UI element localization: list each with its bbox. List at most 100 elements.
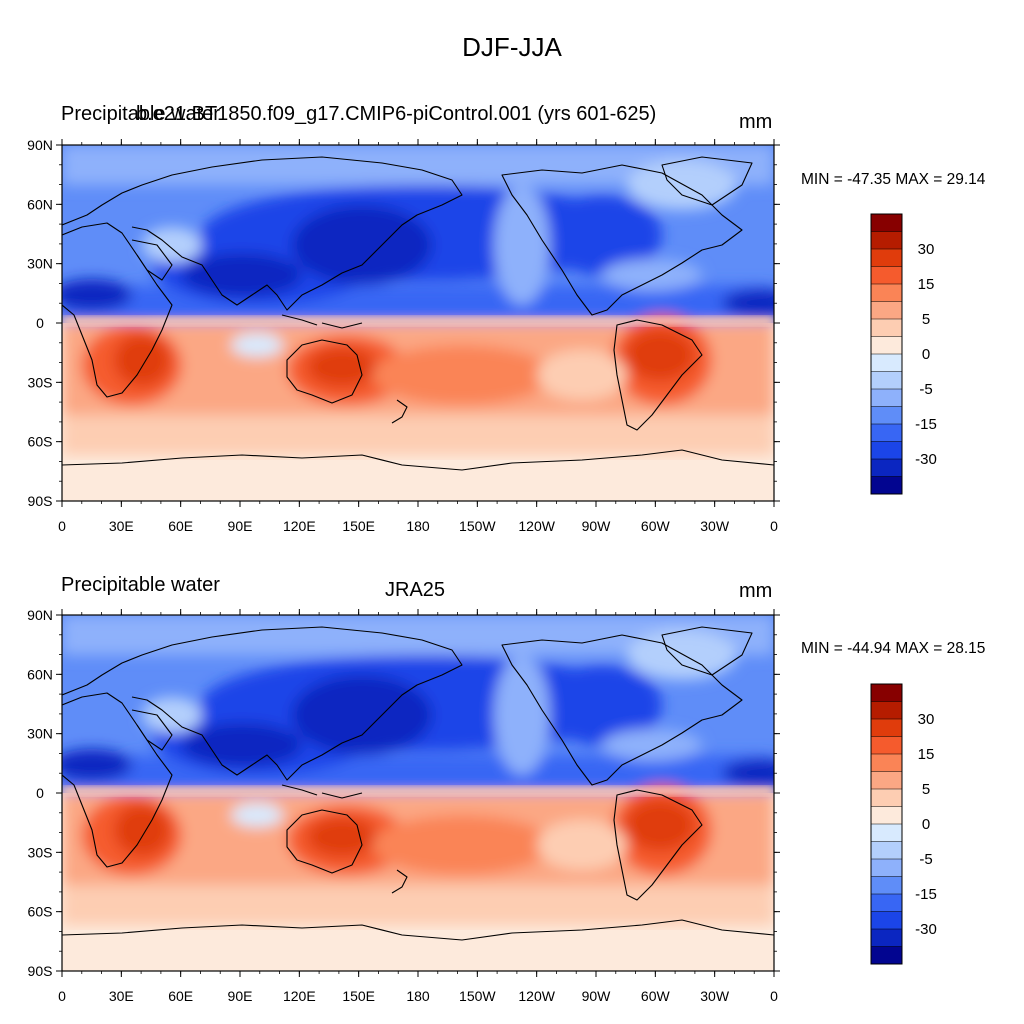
- panel1-left-label: Precipitable water: [61, 103, 220, 125]
- lon-tick-label: 90E: [228, 518, 253, 534]
- panel1-center-label: b.e21.BT1850.f09_g17.CMIP6-piControl.001…: [136, 103, 657, 125]
- colorbar-label: -30: [915, 451, 937, 468]
- colorbar-swatch: [871, 214, 902, 232]
- panel2-map: [61, 614, 775, 972]
- lon-tick-label: 60W: [641, 518, 671, 534]
- colorbar-swatch: [871, 406, 902, 425]
- colorbar-swatch: [871, 911, 902, 930]
- colorbar-swatch: [871, 754, 902, 772]
- colorbar-label: -5: [919, 851, 932, 868]
- lon-tick-label: 90W: [582, 988, 612, 1004]
- colorbar-swatch: [871, 459, 902, 477]
- colorbar-label: 5: [922, 781, 930, 798]
- panel2-center-label: JRA25: [385, 579, 446, 601]
- colorbar-frame: [870, 213, 903, 495]
- colorbar-swatch: [871, 441, 902, 460]
- colorbar-swatch: [871, 301, 902, 320]
- lon-tick-label: 0: [770, 988, 778, 1004]
- lat-tick-label: 0: [36, 315, 44, 331]
- colorbar-swatch: [871, 319, 902, 337]
- lon-tick-label: 120W: [518, 988, 555, 1004]
- lat-tick-label: 30N: [27, 256, 53, 272]
- colorbar-label: 0: [922, 346, 930, 363]
- panel2-left-label: Precipitable water: [61, 574, 220, 596]
- colorbar-label: 0: [922, 816, 930, 833]
- colorbar-swatch: [871, 876, 902, 895]
- colorbar-swatch: [871, 266, 902, 285]
- colorbar-swatch: [871, 841, 902, 860]
- lat-tick-label: 90S: [28, 493, 53, 509]
- colorbar-swatch: [871, 789, 902, 807]
- colorbar-label: 5: [922, 311, 930, 328]
- lon-tick-label: 30E: [109, 518, 134, 534]
- colorbar-swatch: [871, 371, 902, 390]
- lon-tick-label: 30E: [109, 988, 134, 1004]
- colorbar-label: -15: [915, 416, 937, 433]
- lon-tick-label: 150E: [342, 988, 375, 1004]
- lon-tick-label: 0: [58, 988, 66, 1004]
- lon-tick-label: 180: [406, 988, 430, 1004]
- panel1-units: mm: [739, 111, 773, 133]
- lon-tick-label: 0: [770, 518, 778, 534]
- colorbar-swatch: [871, 389, 902, 407]
- colorbar-swatch: [871, 824, 902, 842]
- colorbar-swatch: [871, 424, 902, 442]
- lon-tick-label: 90W: [582, 518, 612, 534]
- colorbar-swatch: [871, 336, 902, 355]
- lat-tick-label: 0: [36, 785, 44, 801]
- lat-tick-label: 90N: [27, 137, 53, 153]
- lon-tick-label: 60W: [641, 988, 671, 1004]
- colorbar-swatch: [871, 231, 902, 250]
- colorbar-swatch: [871, 894, 902, 912]
- panel2-units: mm: [739, 580, 773, 602]
- lat-tick-label: 90N: [27, 607, 53, 623]
- colorbar-swatch: [871, 859, 902, 877]
- colorbar-swatch: [871, 719, 902, 737]
- lat-tick-label: 60S: [28, 434, 53, 450]
- colorbar-swatch: [871, 771, 902, 790]
- lat-tick-label: 60N: [27, 196, 53, 212]
- colorbar-swatch: [871, 684, 902, 702]
- colorbar-swatch: [871, 929, 902, 947]
- panel1-map: [61, 144, 775, 502]
- colorbar-swatch: [871, 354, 902, 372]
- lon-tick-label: 0: [58, 518, 66, 534]
- colorbar-label: 15: [918, 276, 935, 293]
- panel1-minmax: MIN = -47.35 MAX = 29.14: [801, 171, 986, 188]
- lon-tick-label: 150E: [342, 518, 375, 534]
- lon-tick-label: 90E: [228, 988, 253, 1004]
- lon-tick-label: 150W: [459, 988, 496, 1004]
- colorbar-swatch: [871, 249, 902, 267]
- colorbar-swatch: [871, 701, 902, 720]
- colorbar-label: -5: [919, 381, 932, 398]
- colorbar-swatch: [871, 946, 902, 965]
- lon-tick-label: 30W: [700, 988, 730, 1004]
- colorbar-swatch: [871, 806, 902, 825]
- lon-tick-label: 120W: [518, 518, 555, 534]
- lon-tick-label: 150W: [459, 518, 496, 534]
- colorbar-swatch: [871, 736, 902, 755]
- lat-tick-label: 30S: [28, 844, 53, 860]
- lon-tick-label: 180: [406, 518, 430, 534]
- colorbar-label: 15: [918, 746, 935, 763]
- lon-tick-label: 120E: [283, 518, 316, 534]
- colorbar-label: 30: [918, 711, 935, 728]
- panel2-minmax: MIN = -44.94 MAX = 28.15: [801, 640, 986, 657]
- colorbar-label: 30: [918, 241, 935, 258]
- lon-tick-label: 120E: [283, 988, 316, 1004]
- lat-tick-label: 60N: [27, 666, 53, 682]
- colorbar-label: -30: [915, 921, 937, 938]
- lat-tick-label: 90S: [28, 963, 53, 979]
- lon-tick-label: 60E: [168, 518, 193, 534]
- lat-tick-label: 30N: [27, 726, 53, 742]
- lat-tick-label: 30S: [28, 374, 53, 390]
- colorbar-frame: [870, 683, 903, 965]
- colorbar-label: -15: [915, 886, 937, 903]
- colorbar-swatch: [871, 284, 902, 302]
- lon-tick-label: 60E: [168, 988, 193, 1004]
- lat-tick-label: 60S: [28, 904, 53, 920]
- figure-title: DJF-JJA: [462, 32, 562, 62]
- colorbar-swatch: [871, 476, 902, 495]
- lon-tick-label: 30W: [700, 518, 730, 534]
